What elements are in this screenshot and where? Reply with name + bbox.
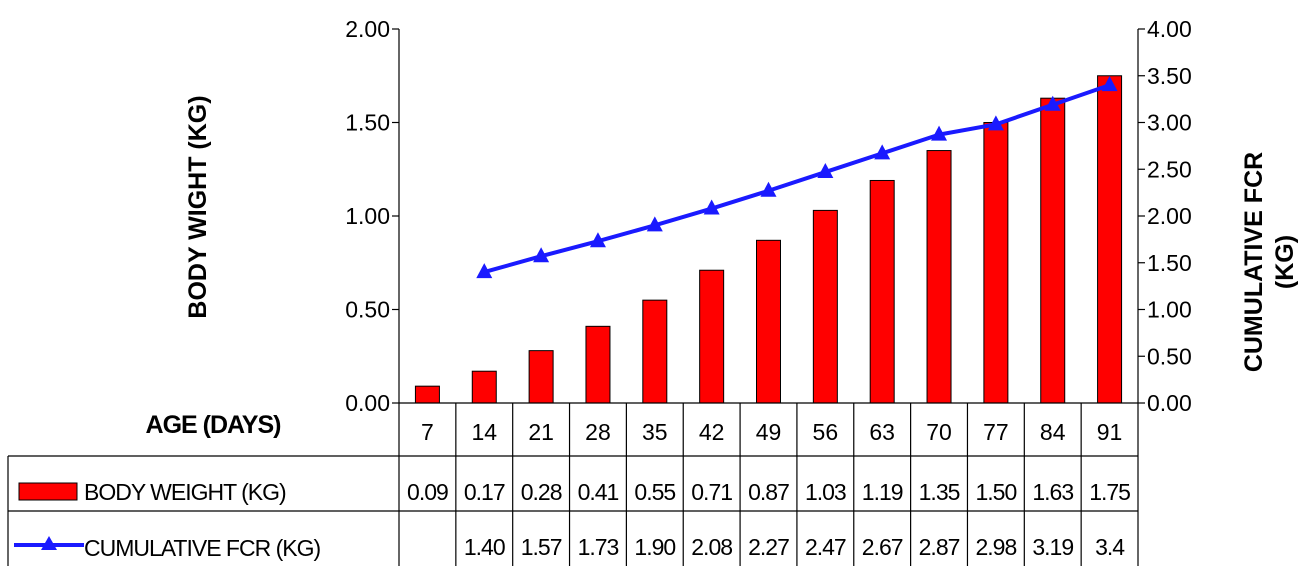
body-weight-bar xyxy=(471,370,497,404)
category-label: 21 xyxy=(528,419,554,445)
body-weight-cell: 0.17 xyxy=(464,479,505,505)
right-tick-label: 1.00 xyxy=(1147,297,1192,323)
fcr-triangle-marker xyxy=(817,163,834,179)
left-tick-label: 2.00 xyxy=(345,16,390,42)
data-table-grid xyxy=(7,403,1139,566)
data-table-cells: 0.09 0.17 0.28 0.41 0.55 0.71 0.87 1.03 1.19 1.35… xyxy=(407,479,1131,560)
body-weight-bar xyxy=(699,269,725,404)
category-label: 84 xyxy=(1040,419,1066,445)
right-axis-title-line2: (KG) xyxy=(1271,235,1299,289)
body-weight-bar xyxy=(585,325,611,404)
category-label: 91 xyxy=(1097,419,1123,445)
fcr-cell: 2.67 xyxy=(862,534,903,560)
category-label: 42 xyxy=(699,419,725,445)
left-tick-label: 0.00 xyxy=(345,390,390,416)
left-axis-ticks: 0.00 0.50 1.00 1.50 2.00 xyxy=(345,16,399,416)
category-label: 7 xyxy=(421,419,434,445)
left-tick-label: 1.00 xyxy=(345,203,390,229)
fcr-triangle-marker xyxy=(931,125,948,141)
left-axis-title: BODY WIGHT (KG) xyxy=(184,95,212,318)
fcr-cell: 2.47 xyxy=(805,534,846,560)
body-weight-bar xyxy=(869,179,895,404)
fcr-cell: 3.4 xyxy=(1095,534,1125,560)
body-weight-bar xyxy=(756,239,781,404)
legend-bar-swatch xyxy=(18,482,78,501)
category-label: 77 xyxy=(983,419,1009,445)
body-weight-cell: 0.71 xyxy=(691,479,732,505)
category-label: 49 xyxy=(756,419,782,445)
fcr-cell: 2.87 xyxy=(919,534,960,560)
fcr-triangle-marker xyxy=(1044,95,1061,111)
fcr-triangle-marker xyxy=(646,216,663,232)
fcr-line-series xyxy=(476,76,1118,279)
fcr-triangle-marker xyxy=(874,144,891,160)
right-tick-label: 3.00 xyxy=(1147,110,1192,136)
body-weight-cell: 0.09 xyxy=(407,479,448,505)
age-axis-label: AGE (DAYS) xyxy=(146,411,282,439)
body-weight-cell: 1.75 xyxy=(1089,479,1130,505)
body-weight-bar xyxy=(642,299,668,404)
fcr-cell: 2.08 xyxy=(691,534,732,560)
fcr-cell: 3.19 xyxy=(1032,534,1073,560)
body-weight-bar xyxy=(1097,75,1123,404)
body-weight-bar xyxy=(528,350,554,404)
fcr-cell: 1.90 xyxy=(634,534,675,560)
category-label: 70 xyxy=(926,419,952,445)
fcr-cell: 1.73 xyxy=(578,534,619,560)
body-weight-bar xyxy=(983,122,1009,404)
body-weight-cell: 0.41 xyxy=(578,479,619,505)
fcr-triangle-marker xyxy=(703,199,720,215)
left-tick-label: 1.50 xyxy=(345,110,390,136)
right-tick-label: 0.50 xyxy=(1147,343,1192,369)
body-weight-cell: 1.50 xyxy=(976,479,1017,505)
legend-fcr: CUMULATIVE FCR (KG) xyxy=(14,535,321,561)
right-tick-label: 2.00 xyxy=(1147,203,1192,229)
legend-body-weight-label: BODY WEIGHT (KG) xyxy=(84,479,286,505)
fcr-triangle-marker xyxy=(589,232,606,248)
legend-body-weight: BODY WEIGHT (KG) xyxy=(18,479,287,505)
bar-series xyxy=(414,75,1123,404)
fcr-line xyxy=(483,83,1111,275)
body-weight-cell: 1.19 xyxy=(862,479,903,505)
fcr-cell: 1.57 xyxy=(521,534,562,560)
right-tick-label: 2.50 xyxy=(1147,156,1192,182)
right-axis-title-line1: CUMULATIVE FCR xyxy=(1240,152,1268,372)
fcr-triangle-marker xyxy=(987,115,1004,131)
category-label: 28 xyxy=(585,419,611,445)
body-weight-bar xyxy=(812,209,838,404)
fcr-cell: 1.40 xyxy=(464,534,505,560)
body-weight-cell: 0.28 xyxy=(521,479,562,505)
fcr-triangle-marker xyxy=(1101,76,1118,92)
fcr-cell: 2.98 xyxy=(976,534,1017,560)
category-labels: 7 14 21 28 35 42 49 56 63 70 77 84 91 xyxy=(421,419,1122,445)
left-tick-label: 0.50 xyxy=(345,297,390,323)
fcr-triangle-marker xyxy=(476,263,493,279)
right-tick-label: 3.50 xyxy=(1147,63,1192,89)
category-label: 56 xyxy=(813,419,839,445)
body-weight-cell: 0.55 xyxy=(634,479,675,505)
right-tick-label: 1.50 xyxy=(1147,250,1192,276)
body-weight-cell: 1.03 xyxy=(805,479,846,505)
fcr-cell: 2.27 xyxy=(748,534,789,560)
category-label: 63 xyxy=(869,419,895,445)
fcr-triangle-marker xyxy=(533,247,550,263)
right-tick-label: 0.00 xyxy=(1147,390,1192,416)
legend-triangle-marker-icon xyxy=(41,536,57,550)
body-weight-cell: 1.63 xyxy=(1032,479,1073,505)
body-weight-cell: 1.35 xyxy=(919,479,960,505)
body-weight-bar xyxy=(1040,97,1066,404)
fcr-triangle-marker xyxy=(760,181,777,197)
right-axis-ticks: 0.00 0.50 1.00 1.50 2.00 2.50 3.00 3.50 4.00 xyxy=(1138,16,1192,416)
category-label: 14 xyxy=(471,419,497,445)
right-tick-label: 4.00 xyxy=(1147,16,1192,42)
category-label: 35 xyxy=(642,419,668,445)
body-weight-bar xyxy=(926,150,952,404)
body-weight-bar xyxy=(414,385,440,404)
legend-fcr-label: CUMULATIVE FCR (KG) xyxy=(84,535,320,561)
body-weight-cell: 0.87 xyxy=(748,479,789,505)
